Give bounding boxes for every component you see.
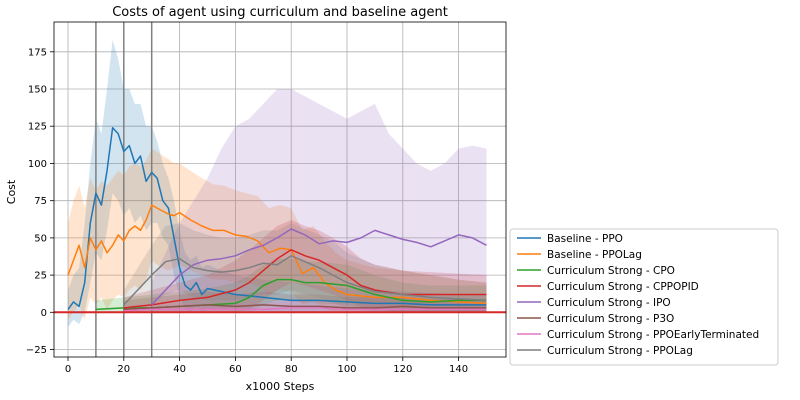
y-tick-label: 75	[34, 196, 47, 207]
series-line-4	[151, 228, 487, 306]
legend-label: Curriculum Strong - CPPOPID	[547, 281, 699, 293]
y-tick-label: 0	[41, 308, 47, 319]
series-band-1	[68, 148, 487, 320]
x-tick-label: 20	[117, 364, 130, 375]
y-tick-label: 150	[28, 85, 47, 96]
legend-label: Curriculum Strong - PPOLag	[547, 345, 693, 357]
x-tick-label: 40	[173, 364, 186, 375]
plot-area: 0 20 40 60 80 100 120 140 −25 0 25 50 75 100 125 150 175	[26, 21, 507, 375]
y-tick-label: −25	[26, 345, 47, 356]
series-line-0	[67, 126, 487, 310]
y-tick-label: 175	[28, 47, 47, 58]
series-line-6	[123, 307, 487, 312]
grid	[54, 22, 506, 357]
series-line-7	[123, 255, 487, 306]
x-axis-label: x1000 Steps	[246, 380, 315, 393]
legend-label: Curriculum Strong - P3O	[547, 313, 674, 325]
y-tick-label: 100	[28, 159, 47, 170]
legend-label: Curriculum Strong - PPOEarlyTerminated	[547, 329, 759, 341]
y-tick-label: 25	[34, 271, 47, 282]
x-tick-label: 80	[285, 364, 298, 375]
legend-label: Baseline - PPOLag	[547, 249, 642, 261]
y-axis-label: Cost	[5, 179, 18, 204]
legend-frame	[509, 228, 779, 366]
x-tick-label: 140	[449, 364, 468, 375]
x-tick-label: 100	[337, 364, 356, 375]
axes-frame	[53, 21, 507, 358]
series-group	[54, 22, 506, 357]
series-band-0	[68, 39, 487, 328]
series-line-5	[123, 304, 487, 311]
legend-label: Baseline - PPO	[547, 233, 623, 245]
legend: Baseline - PPO Baseline - PPOLag Curriculu…	[509, 228, 779, 366]
series-line-1	[67, 204, 487, 305]
series-band-3	[123, 220, 487, 313]
chart-title: Costs of agent using curriculum and base…	[112, 5, 448, 20]
x-tick-label: 60	[229, 364, 242, 375]
x-tick-label: 120	[393, 364, 412, 375]
y-tick-label: 125	[28, 122, 47, 133]
y-tick-label: 50	[34, 233, 47, 244]
legend-label: Curriculum Strong - CPO	[547, 265, 675, 277]
legend-label: Curriculum Strong - IPO	[547, 297, 671, 309]
x-tick-label: 0	[65, 364, 71, 375]
